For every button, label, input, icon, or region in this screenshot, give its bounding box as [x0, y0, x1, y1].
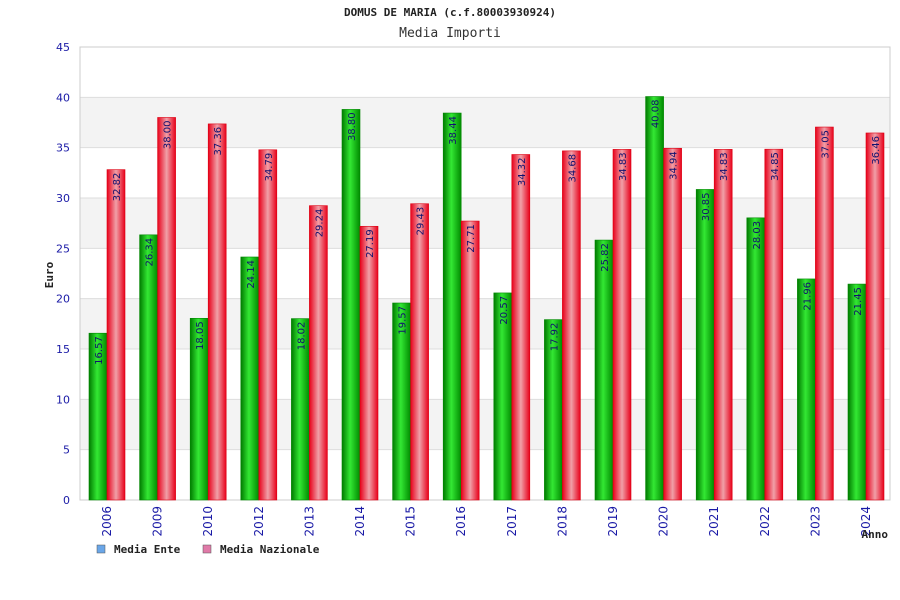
bar-media-nazionale-2018: [562, 150, 581, 501]
legend-swatch-media-nazionale: [202, 544, 212, 554]
data-label: 38.80: [347, 112, 358, 141]
bar-media-ente-2022: [746, 217, 766, 501]
bar-media-nazionale-2023: [815, 126, 834, 501]
data-label: 16.57: [94, 336, 105, 365]
x-tick-label: 2014: [353, 506, 367, 537]
bar-media-nazionale-2013: [309, 205, 328, 501]
data-label: 30.85: [701, 192, 712, 221]
x-tick-label: 2006: [100, 506, 114, 537]
data-label: 21.96: [802, 282, 813, 311]
legend-label-media-ente: Media Ente: [114, 543, 181, 556]
bar-media-ente-2016: [442, 112, 462, 501]
x-axis-ticks: 2006 2009 2010 2012 2013 2014 2015 2016 2017 2018…: [100, 506, 873, 537]
bar-media-ente-2021: [695, 189, 715, 501]
data-label: 17.92: [549, 323, 560, 352]
y-tick-label: 5: [63, 444, 70, 457]
data-label: 34.83: [618, 152, 629, 181]
x-tick-label: 2013: [302, 506, 316, 537]
data-label: 34.68: [567, 154, 578, 183]
bar-media-nazionale-2009: [157, 117, 176, 501]
y-tick-label: 20: [56, 293, 70, 306]
bar-media-nazionale-2024: [865, 132, 885, 501]
data-label: 18.05: [195, 321, 206, 350]
data-label: 20.57: [499, 296, 510, 325]
data-label: 27.71: [466, 224, 477, 253]
x-tick-label: 2022: [758, 506, 772, 537]
bars-group: [88, 96, 885, 501]
bar-media-nazionale-2015: [410, 203, 429, 501]
data-label: 38.00: [163, 120, 174, 149]
data-label: 37.36: [213, 127, 224, 156]
x-tick-label: 2016: [454, 506, 468, 537]
data-label: 28.03: [752, 221, 763, 250]
bar-media-nazionale-2021: [713, 149, 733, 501]
chart-subtitle: Media Importi: [399, 26, 501, 41]
data-label: 34.79: [264, 153, 275, 182]
legend-label-media-nazionale: Media Nazionale: [220, 543, 320, 556]
bar-media-nazionale-2020: [663, 147, 682, 501]
data-label: 25.82: [600, 243, 611, 272]
data-label: 36.46: [871, 136, 882, 165]
data-label: 34.83: [719, 152, 730, 181]
data-label: 26.34: [145, 238, 156, 267]
legend: Media Ente Media Nazionale: [96, 543, 320, 556]
data-label: 37.05: [820, 130, 831, 159]
bar-media-ente-2009: [139, 234, 158, 501]
x-tick-label: 2023: [808, 506, 822, 537]
bar-media-nazionale-2022: [764, 148, 784, 501]
data-label: 32.82: [112, 173, 123, 202]
x-tick-label: 2020: [657, 506, 671, 537]
data-label: 29.24: [314, 209, 325, 238]
bar-media-ente-2023: [797, 278, 816, 501]
data-label: 34.85: [770, 152, 781, 181]
y-tick-label: 40: [56, 91, 70, 104]
y-axis-ticks: 0 5 10 15 20 25 30 35 40 45: [56, 41, 70, 507]
chart-title: DOMUS DE MARIA (c.f.80003930924): [344, 6, 556, 19]
bar-media-ente-2014: [341, 109, 361, 501]
data-label: 19.57: [398, 306, 409, 335]
bar-media-nazionale-2012: [258, 149, 278, 501]
x-tick-label: 2012: [252, 506, 266, 537]
data-label: 29.43: [416, 207, 427, 236]
bar-media-nazionale-2014: [359, 225, 379, 501]
x-tick-label: 2018: [555, 506, 569, 537]
legend-swatch-media-ente: [96, 544, 106, 554]
x-axis-label: Anno: [862, 528, 889, 541]
bar-media-ente-2019: [594, 239, 614, 501]
x-tick-label: 2024: [859, 506, 873, 537]
data-label: 38.44: [448, 116, 459, 145]
data-label: 21.45: [853, 287, 864, 316]
y-tick-label: 30: [56, 192, 70, 205]
y-tick-label: 15: [56, 343, 70, 356]
bar-media-nazionale-2017: [511, 154, 531, 501]
data-label: 40.08: [651, 100, 662, 129]
value-labels: 16.57 32.82 26.34 38.00 18.05 37.36 24.14 34.79…: [94, 100, 882, 365]
y-tick-label: 25: [56, 242, 70, 255]
bar-media-nazionale-2016: [460, 220, 480, 501]
bar-media-nazionale-2010: [207, 123, 227, 501]
x-tick-label: 2019: [606, 506, 620, 537]
bar-media-nazionale-2006: [106, 169, 126, 501]
x-tick-label: 2021: [707, 506, 721, 537]
y-tick-label: 45: [56, 41, 70, 54]
y-axis-label: Euro: [43, 261, 56, 288]
bar-media-nazionale-2019: [612, 149, 632, 501]
data-label: 18.02: [296, 322, 307, 351]
grid-band: [80, 97, 890, 148]
plot-border: [79, 46, 891, 501]
data-label: 27.19: [365, 229, 376, 258]
bar-media-ente-2020: [645, 96, 664, 501]
data-label: 34.94: [669, 151, 680, 180]
x-tick-label: 2010: [201, 506, 215, 537]
y-tick-label: 0: [63, 494, 70, 507]
x-tick-label: 2009: [151, 506, 165, 537]
data-label: 34.32: [517, 158, 528, 187]
y-tick-label: 35: [56, 142, 70, 155]
data-label: 24.14: [246, 260, 257, 289]
x-tick-label: 2015: [404, 506, 418, 537]
x-tick-label: 2017: [505, 506, 519, 537]
bar-media-ente-2012: [240, 256, 260, 501]
y-tick-label: 10: [56, 393, 70, 406]
